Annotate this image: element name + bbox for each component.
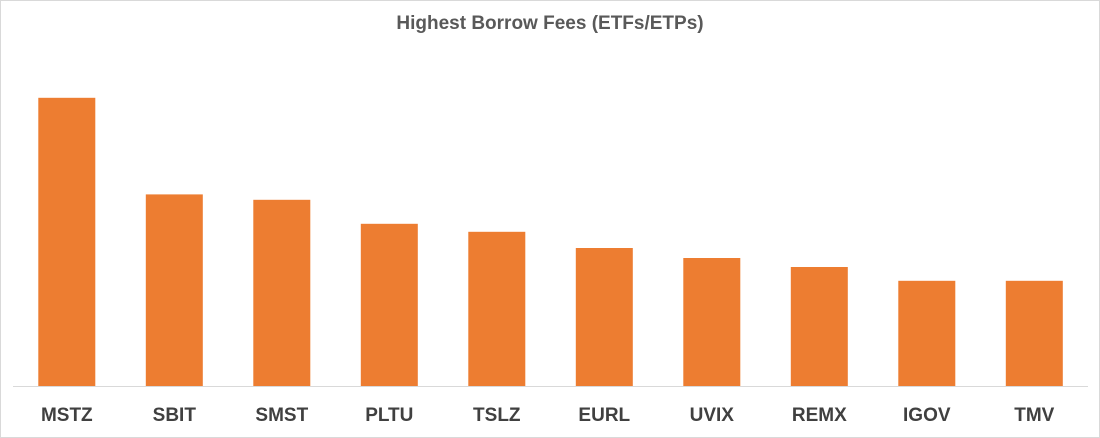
tick-label-pltu: PLTU bbox=[365, 405, 413, 426]
bar-uvix bbox=[683, 258, 741, 386]
chart-title: Highest Borrow Fees (ETFs/ETPs) bbox=[396, 13, 704, 34]
bar-tmv bbox=[1005, 280, 1063, 386]
tick-label-mstz: MSTZ bbox=[41, 405, 93, 426]
tick-label-uvix: UVIX bbox=[690, 405, 735, 426]
bar-tslz bbox=[468, 231, 526, 386]
bar-smst bbox=[253, 199, 311, 386]
tick-label-sbit: SBIT bbox=[153, 405, 197, 426]
tick-label-igov: IGOV bbox=[903, 405, 951, 426]
bar-mstz bbox=[38, 97, 96, 387]
bar-igov bbox=[898, 280, 956, 386]
category-labels: MSTZ SBIT SMST PLTU TSLZ EURL UVIX REMX IGOV TMV bbox=[41, 405, 1055, 426]
tick-label-smst: SMST bbox=[255, 405, 308, 426]
tick-label-tslz: TSLZ bbox=[473, 405, 521, 426]
bar-sbit bbox=[145, 194, 203, 386]
tick-label-tmv: TMV bbox=[1014, 405, 1054, 426]
bars-group bbox=[38, 97, 1063, 387]
tick-label-remx: REMX bbox=[792, 405, 847, 426]
bar-eurl bbox=[575, 248, 633, 386]
bar-remx bbox=[790, 267, 848, 386]
bar-pltu bbox=[360, 223, 418, 386]
tick-label-eurl: EURL bbox=[578, 405, 630, 426]
